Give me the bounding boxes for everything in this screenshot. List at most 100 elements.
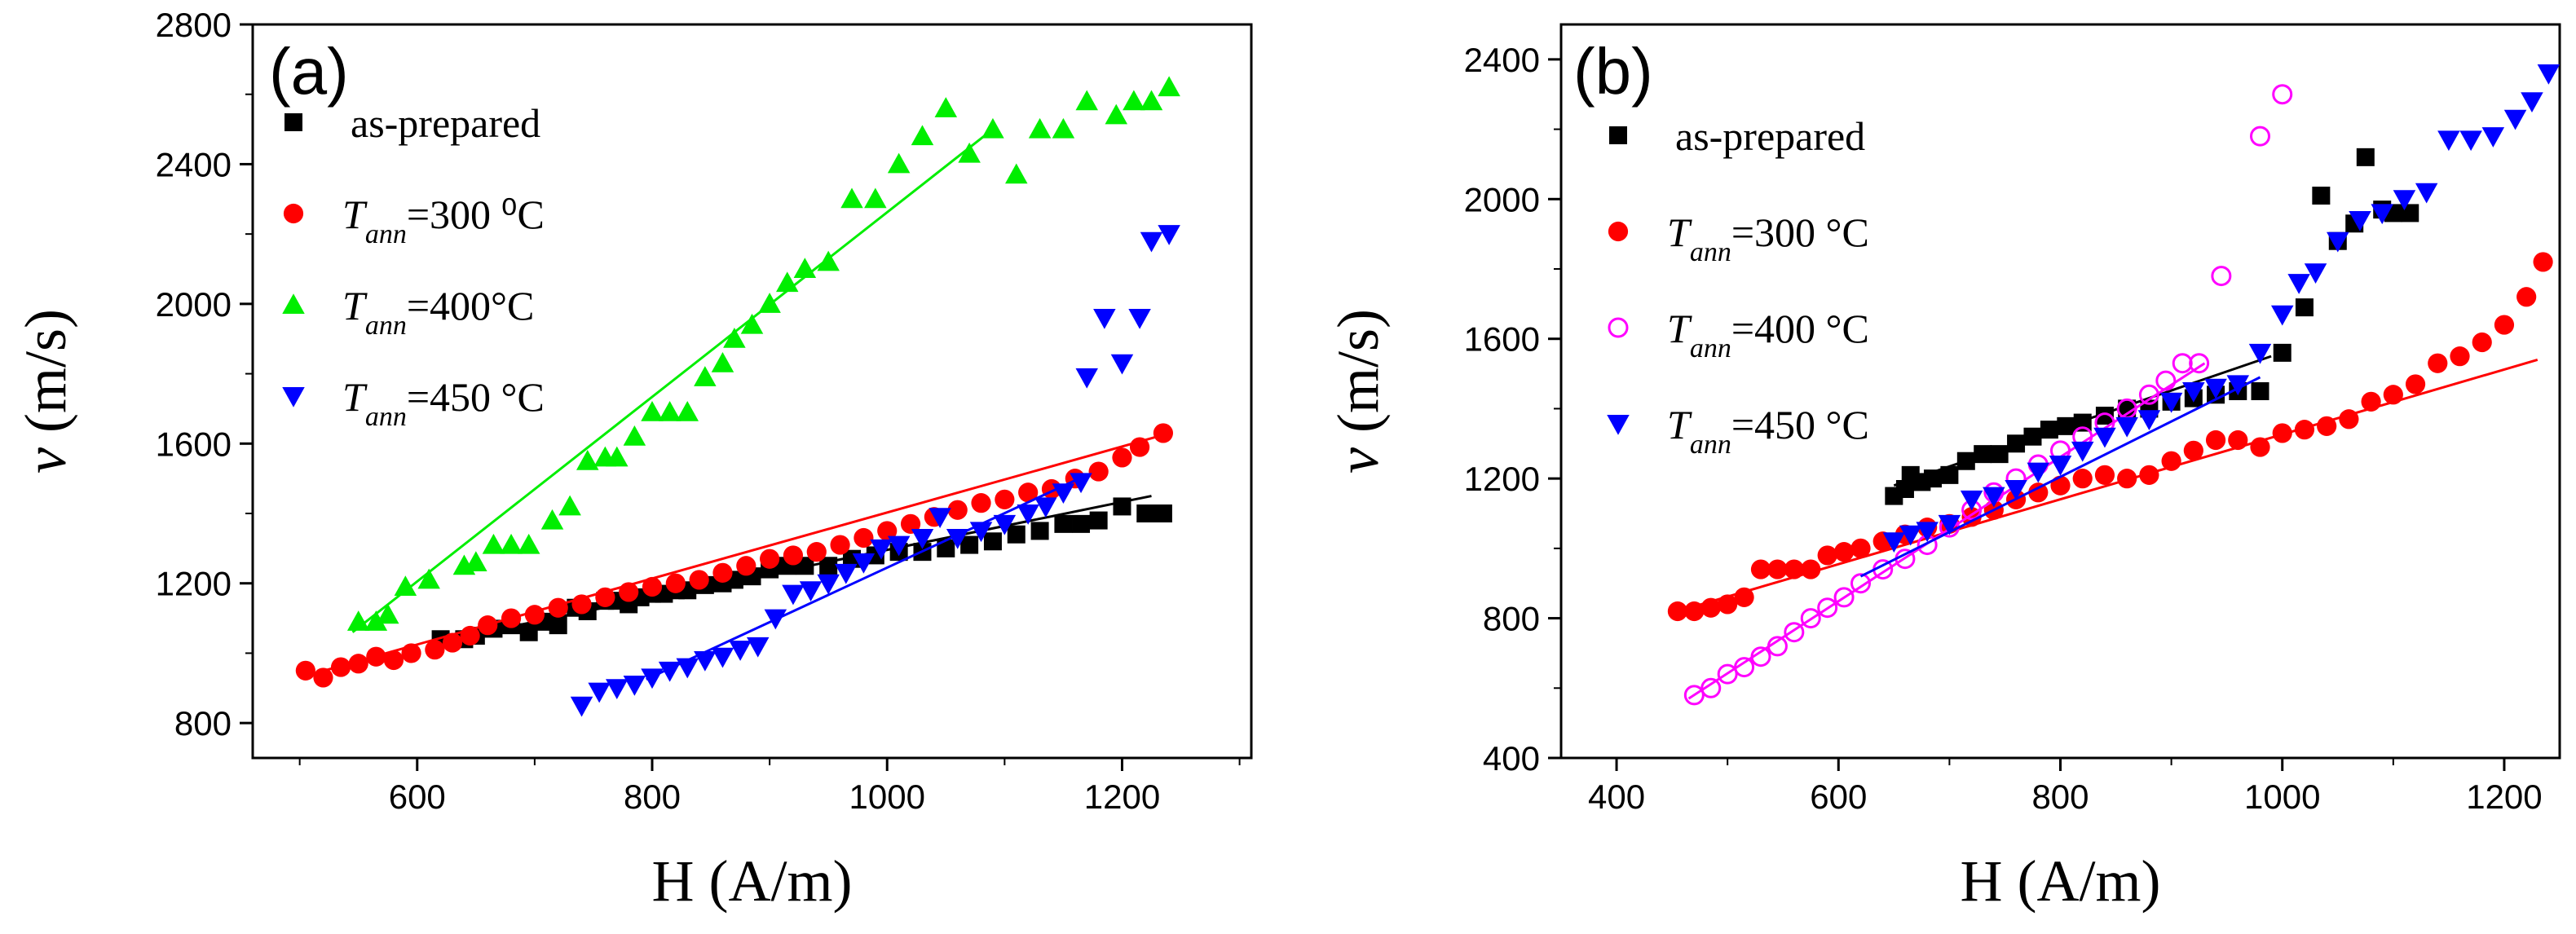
y-axis-label: v (m/s) (13, 309, 78, 474)
data-point (852, 553, 876, 574)
data-point (2371, 204, 2393, 225)
legend-label: as-prepared (351, 100, 540, 146)
data-point (1767, 559, 1788, 579)
chart-panel-b: 400 600 800 1000 1200 400 800 1200 1600 2000 2400 H… (1325, 23, 2561, 914)
data-point (1034, 497, 1057, 518)
data-point (723, 327, 746, 348)
fit-line (440, 495, 1152, 642)
data-point (1070, 473, 1092, 494)
y-tick-label: 400 (1483, 739, 1540, 778)
data-point (1136, 504, 1155, 522)
data-point (947, 500, 968, 520)
data-point (911, 125, 934, 146)
y-tick-label: 2800 (156, 6, 232, 44)
x-axis-label: H (A/m) (1961, 848, 2161, 914)
data-point (937, 539, 955, 557)
data-point (641, 400, 664, 421)
data-point (2270, 305, 2294, 326)
data-point (2516, 287, 2537, 307)
series-2 (346, 76, 1180, 633)
data-point (558, 495, 581, 516)
data-point (958, 142, 981, 163)
data-point (570, 696, 593, 717)
data-point (782, 584, 805, 606)
data-point (576, 449, 599, 470)
legend-marker (1609, 126, 1627, 144)
data-point (2211, 266, 2232, 287)
y-tick-label: 800 (1483, 600, 1540, 638)
x-tick-label: 1000 (849, 778, 925, 816)
data-point (2356, 148, 2375, 166)
fit-line (1859, 376, 2261, 578)
legend: as-prepared Tann=300 ⁰C Tann=400°C Tann=450… (282, 100, 545, 432)
data-point (2304, 263, 2327, 284)
data-point (1140, 231, 1163, 253)
data-point (2415, 183, 2438, 204)
data-point (2115, 416, 2138, 438)
panel-label: (b) (1573, 35, 1653, 108)
data-point (540, 509, 564, 530)
data-point (1800, 608, 1821, 629)
x-tick-label: 1200 (1084, 778, 1160, 816)
data-point (2294, 420, 2315, 440)
legend: as-prepared Tann=300 °C Tann=400 °C Tann=45… (1607, 113, 1869, 460)
data-point (1938, 514, 1961, 535)
data-point (760, 549, 780, 569)
data-point (1128, 309, 1151, 329)
fit-line (1677, 358, 2539, 613)
data-point (2481, 127, 2505, 148)
fit-line (646, 474, 1087, 681)
chart-panel-a: 600 800 1000 1200 800 1200 1600 2000 2400 2800 H (… (13, 6, 1253, 914)
data-point (1960, 490, 1983, 511)
data-point (1784, 622, 1805, 643)
data-point (2437, 130, 2460, 152)
legend-label: Tann=450 °C (342, 374, 545, 432)
data-point (887, 152, 911, 174)
data-point (1153, 504, 1172, 522)
y-tick-label: 2000 (156, 285, 232, 324)
data-point (2428, 353, 2448, 373)
data-point (983, 532, 1002, 551)
data-point (775, 271, 799, 293)
data-point (2172, 353, 2193, 374)
data-point (2071, 441, 2094, 462)
data-point (2393, 190, 2416, 211)
data-point (1075, 368, 1098, 389)
data-point (1030, 522, 1049, 540)
data-point (887, 535, 911, 557)
data-point (1683, 685, 1705, 706)
data-point (2494, 315, 2515, 335)
data-point (2093, 427, 2116, 448)
data-point (2137, 410, 2161, 431)
data-point (606, 679, 629, 700)
x-axis-label: H (A/m) (652, 848, 853, 914)
data-point (2521, 92, 2543, 113)
y-tick-label: 1200 (1464, 460, 1540, 498)
data-point (524, 605, 545, 625)
data-point (623, 676, 646, 696)
data-point (2401, 204, 2419, 222)
data-point (736, 556, 756, 576)
data-point (376, 603, 399, 624)
data-point (500, 533, 523, 554)
data-point (689, 570, 709, 590)
data-point (519, 623, 538, 641)
data-point (394, 575, 417, 596)
data-point (1075, 90, 1098, 111)
data-point (1093, 309, 1116, 329)
data-point (623, 425, 646, 446)
data-point (960, 535, 979, 554)
y-tick-label: 1600 (1464, 320, 1540, 359)
data-point (1882, 532, 1906, 553)
x-tick-label: 600 (1810, 778, 1867, 816)
data-point (2472, 332, 2492, 353)
data-point (1990, 445, 2009, 464)
data-point (642, 576, 663, 597)
data-point (2050, 475, 2071, 496)
data-point (1817, 597, 1838, 619)
data-point (1105, 104, 1128, 125)
data-point (1052, 117, 1075, 139)
panel-label: (a) (269, 35, 349, 108)
data-point (2204, 378, 2227, 399)
